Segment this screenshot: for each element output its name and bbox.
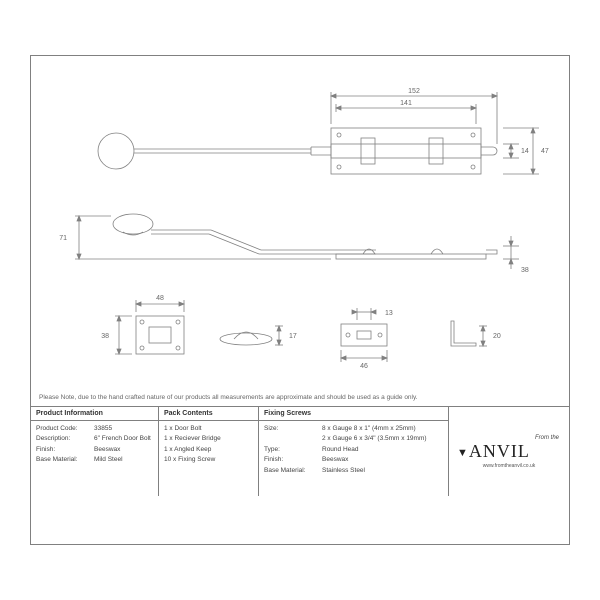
- pack-3: 10 x Fixing Screw: [164, 455, 253, 465]
- dim-152: 152: [408, 88, 420, 95]
- fs-label-0: Size:: [264, 424, 322, 434]
- technical-drawing: 152 141 14 47 71 38 48 38 17 46 13 20: [31, 56, 569, 391]
- fs-val-4: Stainless Steel: [322, 466, 365, 476]
- fs-label-1: [264, 434, 322, 444]
- disclaimer-note: Please Note, due to the hand crafted nat…: [39, 394, 418, 401]
- pack-contents-col: Pack Contents 1 x Door Bolt 1 x Reciever…: [159, 407, 259, 496]
- dim-38a: 38: [101, 333, 109, 340]
- pi-val-2: Beeswax: [94, 445, 120, 455]
- dim-14: 14: [521, 148, 529, 155]
- pi-label-2: Finish:: [36, 445, 94, 455]
- pi-label-3: Base Material:: [36, 455, 94, 465]
- dim-46: 46: [360, 363, 368, 370]
- fs-val-2: Round Head: [322, 445, 359, 455]
- pack-0: 1 x Door Bolt: [164, 424, 253, 434]
- pi-label-0: Product Code:: [36, 424, 94, 434]
- logo-col: From the ▼ANVIL www.fromtheanvil.co.uk: [449, 407, 569, 496]
- logo-name: ANVIL: [469, 441, 530, 461]
- dim-17: 17: [289, 333, 297, 340]
- product-info-header: Product Information: [31, 407, 158, 421]
- dim-13: 13: [385, 310, 393, 317]
- fs-val-3: Beeswax: [322, 455, 348, 465]
- fixing-header: Fixing Screws: [259, 407, 448, 421]
- dim-48: 48: [156, 295, 164, 302]
- product-info-col: Product Information Product Code:33855 D…: [31, 407, 159, 496]
- logo-url: www.fromtheanvil.co.uk: [457, 463, 561, 469]
- info-table: Product Information Product Code:33855 D…: [31, 406, 569, 496]
- pi-val-0: 33855: [94, 424, 112, 434]
- dim-71: 71: [59, 235, 67, 242]
- fs-label-4: Base Material:: [264, 466, 322, 476]
- dim-20: 20: [493, 333, 501, 340]
- pi-label-1: Description:: [36, 434, 94, 444]
- pack-header: Pack Contents: [159, 407, 258, 421]
- drawing-frame: 152 141 14 47 71 38 48 38 17 46 13 20 Pl…: [30, 55, 570, 545]
- pack-2: 1 x Angled Keep: [164, 445, 253, 455]
- fs-val-1: 2 x Gauge 6 x 3/4" (3.5mm x 19mm): [322, 434, 427, 444]
- dim-141: 141: [400, 100, 412, 107]
- dim-47: 47: [541, 148, 549, 155]
- pi-val-3: Mild Steel: [94, 455, 123, 465]
- dim-38b: 38: [521, 267, 529, 274]
- fixing-screws-col: Fixing Screws Size:8 x Gauge 8 x 1" (4mm…: [259, 407, 449, 496]
- fs-label-2: Type:: [264, 445, 322, 455]
- fs-label-3: Finish:: [264, 455, 322, 465]
- pack-1: 1 x Reciever Bridge: [164, 434, 253, 444]
- brand-logo: ▼ANVIL: [457, 441, 561, 462]
- pi-val-1: 6" French Door Bolt: [94, 434, 151, 444]
- fs-val-0: 8 x Gauge 8 x 1" (4mm x 25mm): [322, 424, 416, 434]
